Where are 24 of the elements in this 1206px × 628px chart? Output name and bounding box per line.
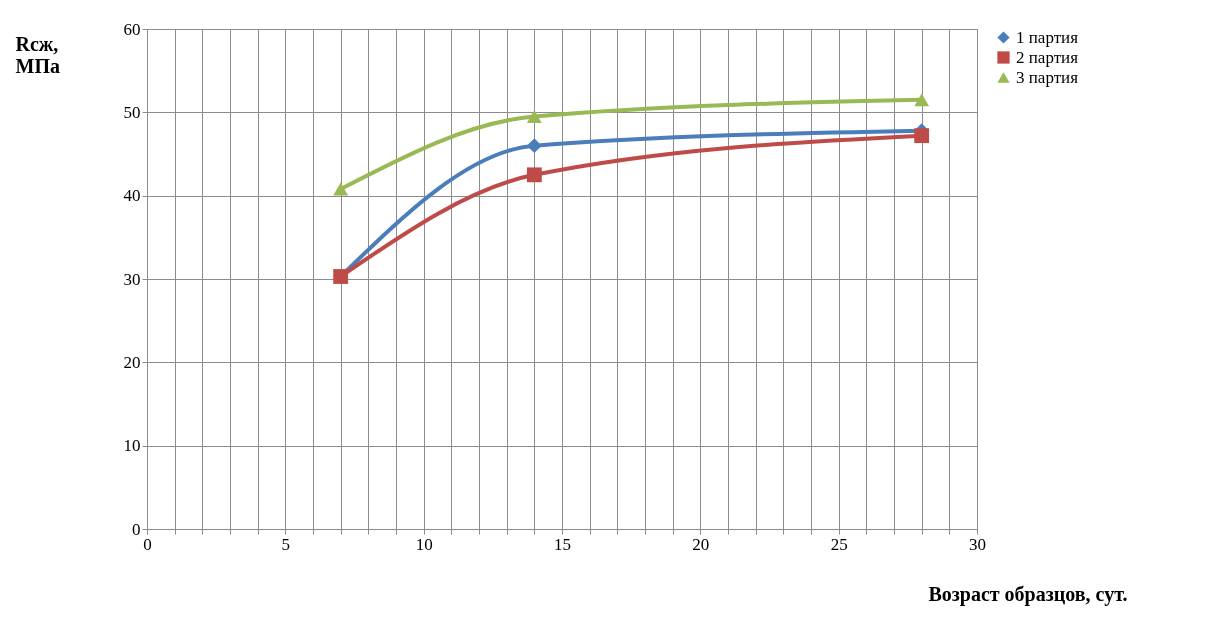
y-tick-label: 0 bbox=[132, 519, 141, 539]
legend-label: 2 партия bbox=[1016, 47, 1079, 67]
y-tick-label: 30 bbox=[123, 269, 141, 289]
point bbox=[526, 167, 542, 183]
x-tick-label: 20 bbox=[692, 534, 710, 554]
legend-label: 1 партия bbox=[1016, 27, 1079, 47]
x-tick-label: 15 bbox=[554, 534, 571, 554]
x-tick-label: 30 bbox=[969, 534, 986, 554]
y-tick-label: 20 bbox=[123, 352, 141, 372]
point bbox=[526, 110, 542, 123]
point bbox=[914, 93, 930, 107]
point bbox=[333, 182, 349, 196]
y-tick-label: 10 bbox=[123, 436, 141, 456]
x-axis-title: Возраст образцов, сут. bbox=[928, 582, 1128, 606]
y-tick-label: 40 bbox=[123, 186, 141, 206]
point bbox=[526, 138, 542, 154]
x-tick-label: 25 bbox=[830, 534, 848, 554]
legend-label: 3 партия bbox=[1016, 67, 1079, 87]
x-tick-label: 10 bbox=[415, 534, 433, 554]
y-tick-label: 50 bbox=[123, 102, 141, 122]
y-tick-label: 60 bbox=[123, 19, 141, 39]
x-tick-label: 5 bbox=[281, 534, 291, 554]
y-axis-title: Rсж, МПа bbox=[15, 32, 60, 77]
point bbox=[914, 128, 930, 144]
